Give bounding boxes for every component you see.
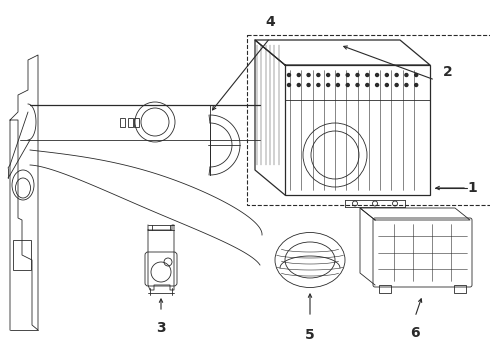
Circle shape — [307, 73, 310, 77]
Circle shape — [297, 84, 300, 86]
Circle shape — [405, 73, 408, 77]
Bar — [454, 285, 466, 293]
Bar — [13, 240, 31, 270]
Circle shape — [366, 73, 369, 77]
Circle shape — [366, 84, 369, 86]
Circle shape — [375, 84, 379, 86]
Circle shape — [375, 73, 379, 77]
Circle shape — [327, 84, 330, 86]
Text: 2: 2 — [443, 65, 453, 79]
Circle shape — [415, 84, 417, 86]
Circle shape — [317, 73, 320, 77]
Bar — [134, 118, 139, 127]
Circle shape — [356, 84, 359, 86]
Circle shape — [327, 73, 330, 77]
Text: 4: 4 — [265, 15, 275, 29]
Circle shape — [415, 73, 417, 77]
Circle shape — [288, 84, 291, 86]
Text: 1: 1 — [467, 181, 477, 195]
Circle shape — [395, 73, 398, 77]
Bar — [120, 118, 125, 127]
Bar — [247, 35, 490, 205]
Circle shape — [317, 84, 320, 86]
Circle shape — [385, 84, 389, 86]
Circle shape — [337, 73, 340, 77]
Text: 6: 6 — [410, 326, 420, 340]
Bar — [379, 285, 391, 293]
Circle shape — [346, 84, 349, 86]
Circle shape — [356, 73, 359, 77]
Text: 5: 5 — [305, 328, 315, 342]
Text: 3: 3 — [156, 321, 166, 335]
Circle shape — [288, 73, 291, 77]
Circle shape — [307, 84, 310, 86]
Circle shape — [405, 84, 408, 86]
Bar — [285, 65, 430, 195]
Circle shape — [395, 84, 398, 86]
Circle shape — [385, 73, 389, 77]
Circle shape — [346, 73, 349, 77]
Bar — [128, 118, 133, 127]
Circle shape — [337, 84, 340, 86]
Circle shape — [297, 73, 300, 77]
